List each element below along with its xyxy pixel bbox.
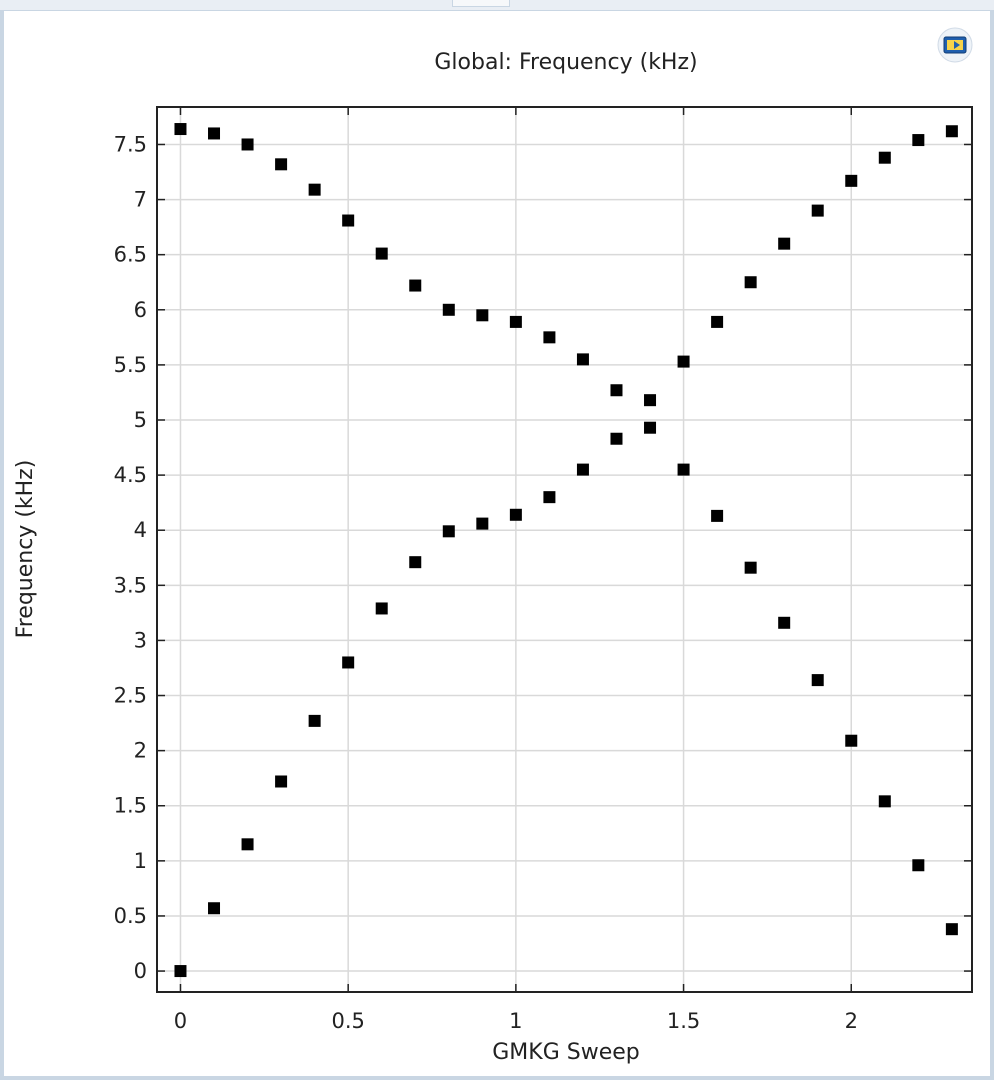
data-point-series-1 (308, 714, 321, 727)
x-tick-label: 0 (174, 1009, 187, 1033)
data-point-series-2 (241, 138, 254, 151)
data-point-series-2 (342, 214, 355, 227)
data-point-series-1 (878, 795, 891, 808)
data-points (174, 123, 958, 978)
data-point-series-2 (677, 355, 690, 368)
data-point-series-2 (610, 384, 623, 397)
data-point-series-1 (543, 491, 556, 504)
data-point-series-1 (275, 775, 288, 788)
image-export-icon[interactable] (936, 26, 974, 64)
y-tick-label: 5.5 (114, 353, 147, 377)
data-point-series-1 (208, 902, 221, 915)
y-tick-label: 6 (134, 298, 147, 322)
data-point-series-1 (174, 965, 187, 978)
data-point-series-2 (375, 247, 388, 260)
data-point-series-2 (778, 237, 791, 250)
data-point-series-2 (576, 353, 589, 366)
y-tick-label: 3 (134, 628, 147, 652)
data-point-series-2 (711, 315, 724, 328)
data-point-series-1 (342, 656, 355, 669)
y-tick-label: 5 (134, 408, 147, 432)
y-tick-label: 7.5 (114, 132, 147, 156)
plot-area (156, 106, 973, 993)
x-tick-label: 1 (509, 1009, 522, 1033)
data-point-series-1 (811, 674, 824, 687)
data-point-series-2 (174, 123, 187, 136)
data-point-series-2 (811, 204, 824, 217)
y-tick-label: 2 (134, 739, 147, 763)
data-point-series-1 (610, 432, 623, 445)
y-tick-label: 3.5 (114, 573, 147, 597)
data-point-series-1 (845, 734, 858, 747)
axis-ticks: 0 0.5 1 1.5 2 0 0.5 1 1.5 2 2.5 3 3.5 4 4.5 5 5.5 6 6.5 7 7.… (114, 107, 972, 1033)
data-point-series-2 (208, 127, 221, 140)
y-tick-label: 4.5 (114, 463, 147, 487)
window-tab[interactable] (452, 0, 510, 7)
y-tick-label: 7 (134, 188, 147, 212)
data-point-series-1 (576, 463, 589, 476)
data-point-series-1 (711, 509, 724, 522)
x-tick-label: 1.5 (667, 1009, 700, 1033)
data-point-series-1 (476, 517, 489, 530)
data-point-series-2 (845, 174, 858, 187)
data-point-series-1 (677, 463, 690, 476)
data-point-series-2 (543, 331, 556, 344)
x-tick-label: 2 (845, 1009, 858, 1033)
data-point-series-2 (308, 183, 321, 196)
y-axis-label: Frequency (kHz) (13, 460, 38, 639)
y-tick-label: 6.5 (114, 243, 147, 267)
data-point-series-1 (509, 508, 522, 521)
data-point-series-1 (644, 421, 657, 434)
data-point-series-2 (509, 315, 522, 328)
y-tick-label: 1.5 (114, 794, 147, 818)
data-point-series-2 (476, 309, 489, 322)
data-point-series-2 (644, 394, 657, 407)
y-tick-label: 2.5 (114, 684, 147, 708)
y-tick-label: 0.5 (114, 904, 147, 928)
grid (157, 107, 972, 992)
data-point-series-1 (442, 525, 455, 538)
data-point-series-1 (241, 838, 254, 851)
data-point-series-1 (744, 561, 757, 574)
data-point-series-2 (442, 303, 455, 316)
data-point-series-1 (375, 602, 388, 615)
data-point-series-2 (275, 158, 288, 171)
data-point-series-1 (778, 616, 791, 629)
data-point-series-2 (945, 125, 958, 138)
window-top-strip (0, 0, 994, 11)
y-tick-label: 1 (134, 849, 147, 873)
data-point-series-2 (409, 279, 422, 292)
data-point-series-1 (409, 556, 422, 569)
x-tick-label: 0.5 (331, 1009, 364, 1033)
y-tick-label: 0 (134, 959, 147, 983)
chart-title: Global: Frequency (kHz) (434, 50, 697, 75)
data-point-series-2 (878, 151, 891, 164)
data-point-series-2 (744, 276, 757, 289)
data-point-series-1 (912, 859, 925, 872)
data-point-series-1 (945, 923, 958, 936)
x-axis-label: GMKG Sweep (492, 1040, 640, 1065)
data-point-series-2 (912, 134, 925, 147)
y-tick-label: 4 (134, 518, 147, 542)
